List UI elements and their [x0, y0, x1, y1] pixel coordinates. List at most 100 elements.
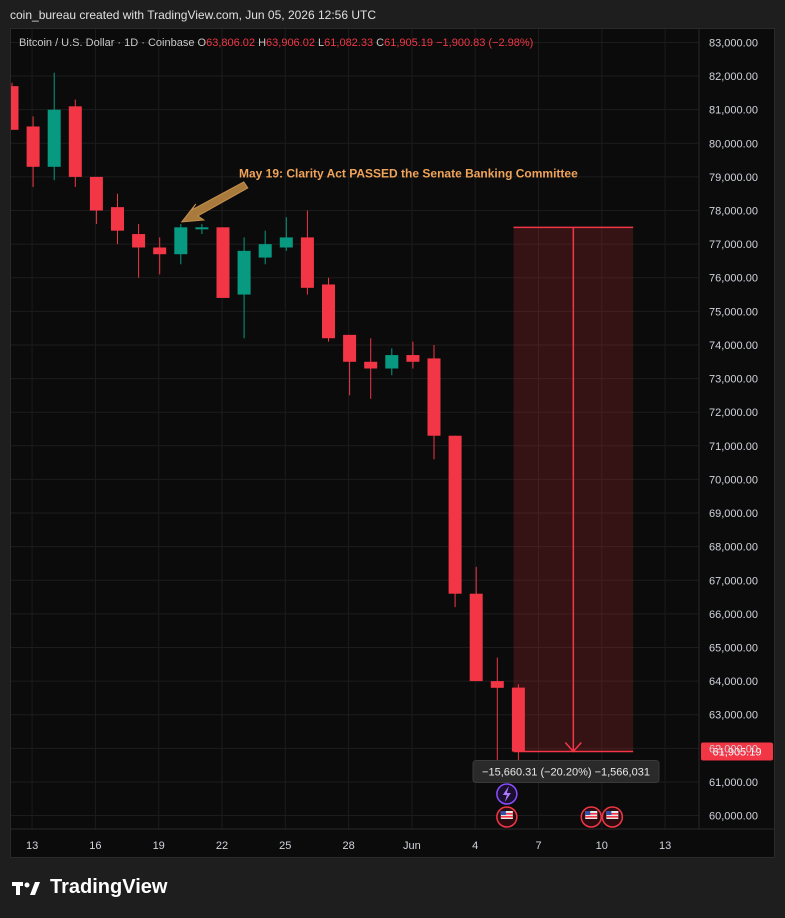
x-tick-label: 13: [659, 840, 671, 852]
us-flag-field: [585, 811, 598, 819]
tradingview-logo-icon: [12, 881, 40, 895]
high-value: 63,906.02: [266, 37, 315, 49]
us-flag-stripe: [500, 816, 513, 818]
y-tick-label: 72,000.00: [709, 407, 758, 419]
close-value: 61,905.19: [384, 37, 434, 49]
candle-body: [111, 207, 124, 231]
candle-body: [153, 247, 167, 255]
candle-body: [300, 237, 314, 288]
x-tick-label: 19: [153, 840, 165, 852]
y-tick-label: 75,000.00: [709, 306, 758, 318]
candle-body: [47, 109, 61, 167]
x-tick-label: 10: [596, 840, 608, 852]
y-tick-label: 82,000.00: [709, 71, 758, 83]
current-price-label: 61,905.19: [713, 747, 762, 759]
y-tick-label: 83,000.00: [709, 37, 758, 49]
us-flag-field: [606, 811, 619, 819]
x-tick-label: 13: [26, 840, 38, 852]
open-value: 63,806.02: [206, 37, 256, 49]
candle-body: [195, 227, 209, 230]
candle-body: [258, 244, 272, 258]
y-tick-label: 67,000.00: [709, 575, 758, 587]
us-flag-stripe: [585, 813, 598, 815]
candlestick-chart[interactable]: May 19: Clarity Act PASSED the Senate Ba…: [11, 29, 774, 857]
us-flag-stripe: [500, 813, 513, 815]
candle-body: [385, 355, 399, 369]
x-tick-label: 7: [535, 840, 541, 852]
y-tick-label: 64,000.00: [709, 676, 758, 688]
y-tick-label: 61,000.00: [709, 777, 758, 789]
current-price-tag: [701, 742, 773, 761]
us-flag-canton: [606, 811, 612, 815]
measure-area: [513, 226, 634, 753]
candle-body: [427, 358, 441, 436]
y-tick-label: 68,000.00: [709, 542, 758, 554]
us-flag-stripe: [585, 816, 598, 818]
measure-label: −15,660.31 (−20.20%) −1,566,031: [482, 767, 650, 779]
candle-body: [322, 284, 335, 339]
candle-body: [406, 355, 420, 362]
x-tick-label: Jun: [403, 840, 421, 852]
low-label: L: [318, 37, 325, 49]
tradingview-brand[interactable]: TradingView: [12, 876, 167, 899]
candle-body: [89, 176, 103, 211]
candle-body: [132, 234, 146, 248]
candle-body: [343, 334, 357, 362]
us-flag-field: [500, 811, 513, 819]
high-label: H: [258, 37, 267, 49]
annotation-text: May 19: Clarity Act PASSED the Senate Ba…: [239, 167, 578, 181]
lightning-bolt: [502, 786, 511, 802]
price-axis: 83,000.00 82,000.00 81,000.00 80,000.00 79,0…: [698, 29, 758, 829]
y-tick-label: 80,000.00: [709, 138, 758, 150]
candle-body: [469, 593, 483, 682]
change-value: −1,900.83 (−2.98%): [436, 37, 534, 49]
chart-frame[interactable]: May 19: Clarity Act PASSED the Senate Ba…: [10, 28, 775, 858]
x-tick-label: 4: [472, 840, 478, 852]
y-tick-label: 78,000.00: [709, 206, 758, 218]
close-label: C: [376, 37, 385, 49]
candle-body: [237, 250, 251, 295]
measure-arrow-head: [564, 742, 582, 753]
y-tick-label: 71,000.00: [709, 441, 758, 453]
candle-body: [490, 681, 504, 688]
y-tick-label: 77,000.00: [709, 239, 758, 251]
candle-series: [11, 72, 525, 780]
y-tick-label: 66,000.00: [709, 609, 758, 621]
y-tick-label: 62,000.00: [709, 743, 758, 755]
us-flag-canton: [500, 811, 506, 815]
y-tick-label: 79,000.00: [709, 172, 758, 184]
x-tick-label: 22: [216, 840, 228, 852]
y-tick-label: 73,000.00: [709, 374, 758, 386]
us-flag-canton: [585, 811, 591, 815]
ohlc-legend: Bitcoin / U.S. Dollar · 1D · Coinbase O6…: [19, 37, 533, 49]
candle-body: [174, 227, 188, 255]
low-value: 61,082.33: [324, 37, 374, 49]
chart-credit: coin_bureau created with TradingView.com…: [10, 8, 376, 22]
open-label: O: [197, 37, 207, 49]
symbol-name: Bitcoin / U.S. Dollar · 1D · Coinbase: [19, 37, 195, 49]
candle-body: [279, 237, 293, 248]
candle-body: [448, 435, 462, 594]
y-tick-label: 60,000.00: [709, 811, 758, 823]
candle-body: [26, 126, 40, 167]
y-tick-label: 74,000.00: [709, 340, 758, 352]
candle-body: [68, 106, 82, 177]
x-tick-label: 25: [279, 840, 291, 852]
brand-name: TradingView: [50, 876, 168, 898]
us-flag-stripe: [606, 816, 619, 818]
candle-body: [364, 361, 378, 369]
candle-body: [11, 86, 19, 130]
y-tick-label: 81,000.00: [709, 105, 758, 117]
candle-body: [511, 687, 525, 752]
x-tick-label: 16: [89, 840, 101, 852]
us-flag-stripe: [606, 813, 619, 815]
overlay-layer: May 19: Clarity Act PASSED the Senate Ba…: [180, 167, 773, 828]
y-tick-label: 69,000.00: [709, 508, 758, 520]
y-tick-label: 63,000.00: [709, 710, 758, 722]
annotation-arrow: [180, 181, 249, 223]
time-axis: 13 16 19 22 25 28 Jun 4 7 10 13: [11, 828, 774, 852]
y-tick-label: 70,000.00: [709, 474, 758, 486]
candle-body: [216, 227, 230, 298]
y-tick-label: 65,000.00: [709, 642, 758, 654]
measure-label-box: [472, 760, 660, 784]
